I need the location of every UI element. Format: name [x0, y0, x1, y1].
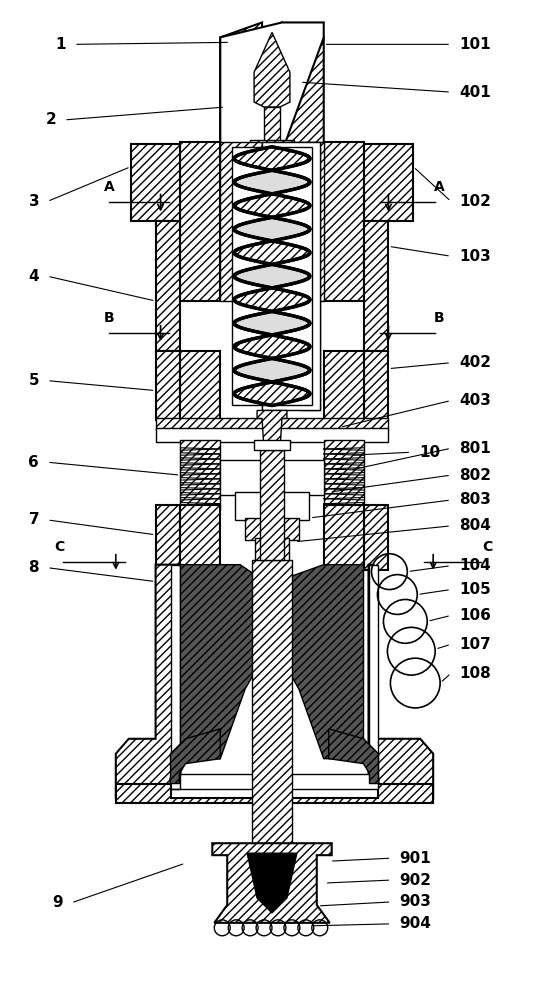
Polygon shape [260, 450, 284, 560]
Text: 106: 106 [459, 608, 491, 623]
Polygon shape [234, 147, 310, 170]
Polygon shape [363, 221, 388, 351]
Polygon shape [363, 144, 413, 221]
Polygon shape [324, 351, 363, 420]
Polygon shape [181, 351, 220, 420]
Polygon shape [368, 565, 433, 798]
Polygon shape [254, 440, 290, 450]
Polygon shape [234, 359, 310, 382]
Polygon shape [232, 147, 312, 405]
Text: C: C [482, 540, 492, 554]
Polygon shape [181, 505, 220, 570]
Polygon shape [324, 505, 363, 570]
Text: B: B [103, 311, 114, 325]
Polygon shape [282, 22, 324, 152]
Text: 6: 6 [28, 455, 39, 470]
Text: 803: 803 [459, 492, 491, 507]
Polygon shape [234, 335, 310, 359]
Text: 902: 902 [399, 873, 431, 888]
Text: 103: 103 [459, 249, 491, 264]
Polygon shape [262, 142, 320, 410]
Text: 107: 107 [459, 637, 491, 652]
Polygon shape [212, 843, 332, 923]
Text: 5: 5 [29, 373, 39, 388]
Polygon shape [250, 140, 294, 150]
Polygon shape [235, 492, 309, 520]
Polygon shape [156, 428, 388, 442]
Polygon shape [181, 440, 220, 510]
Polygon shape [234, 217, 310, 241]
Polygon shape [247, 853, 297, 913]
Text: 7: 7 [29, 512, 39, 527]
Polygon shape [131, 144, 181, 221]
Text: 402: 402 [459, 355, 491, 370]
Polygon shape [234, 382, 310, 405]
Polygon shape [257, 410, 287, 460]
Polygon shape [245, 518, 299, 540]
Text: 101: 101 [459, 37, 491, 52]
Text: 801: 801 [459, 441, 491, 456]
Polygon shape [329, 729, 379, 784]
Text: 104: 104 [459, 558, 491, 573]
Polygon shape [282, 565, 363, 759]
Text: 1: 1 [55, 37, 66, 52]
Polygon shape [156, 351, 181, 420]
Polygon shape [254, 32, 290, 107]
Polygon shape [300, 142, 320, 410]
Text: A: A [103, 180, 114, 194]
Polygon shape [234, 288, 310, 312]
Polygon shape [324, 440, 363, 510]
Text: 3: 3 [29, 194, 39, 209]
Polygon shape [220, 22, 262, 152]
Polygon shape [220, 142, 262, 301]
Polygon shape [363, 505, 388, 570]
Polygon shape [156, 221, 181, 351]
Text: B: B [434, 311, 444, 325]
Text: A: A [434, 180, 444, 194]
Text: 403: 403 [459, 393, 491, 408]
Polygon shape [156, 505, 181, 570]
Polygon shape [234, 241, 310, 264]
Text: 904: 904 [399, 916, 431, 931]
Polygon shape [170, 729, 220, 784]
Polygon shape [116, 565, 181, 798]
Text: 10: 10 [419, 445, 441, 460]
Polygon shape [264, 107, 280, 142]
Text: 108: 108 [459, 666, 491, 681]
Polygon shape [234, 170, 310, 193]
Text: 2: 2 [45, 112, 56, 127]
Text: 105: 105 [459, 582, 491, 597]
Polygon shape [255, 538, 289, 570]
Polygon shape [156, 418, 388, 430]
Text: 802: 802 [459, 468, 491, 483]
Polygon shape [262, 142, 282, 410]
Polygon shape [234, 264, 310, 288]
Polygon shape [234, 193, 310, 217]
Text: 102: 102 [459, 194, 491, 209]
Polygon shape [116, 784, 433, 803]
Polygon shape [234, 312, 310, 335]
Text: 4: 4 [29, 269, 39, 284]
Polygon shape [170, 565, 379, 789]
Polygon shape [363, 351, 388, 420]
Text: C: C [54, 540, 64, 554]
Polygon shape [181, 565, 262, 759]
Text: 903: 903 [399, 894, 431, 909]
Polygon shape [324, 142, 363, 301]
Text: 901: 901 [399, 851, 431, 866]
Polygon shape [181, 142, 220, 301]
Text: 401: 401 [459, 85, 491, 100]
Polygon shape [282, 142, 324, 301]
Polygon shape [220, 22, 324, 152]
Text: 9: 9 [52, 895, 63, 910]
Text: 8: 8 [29, 560, 39, 575]
Polygon shape [220, 460, 324, 495]
Text: 804: 804 [459, 518, 491, 533]
Polygon shape [252, 560, 292, 858]
